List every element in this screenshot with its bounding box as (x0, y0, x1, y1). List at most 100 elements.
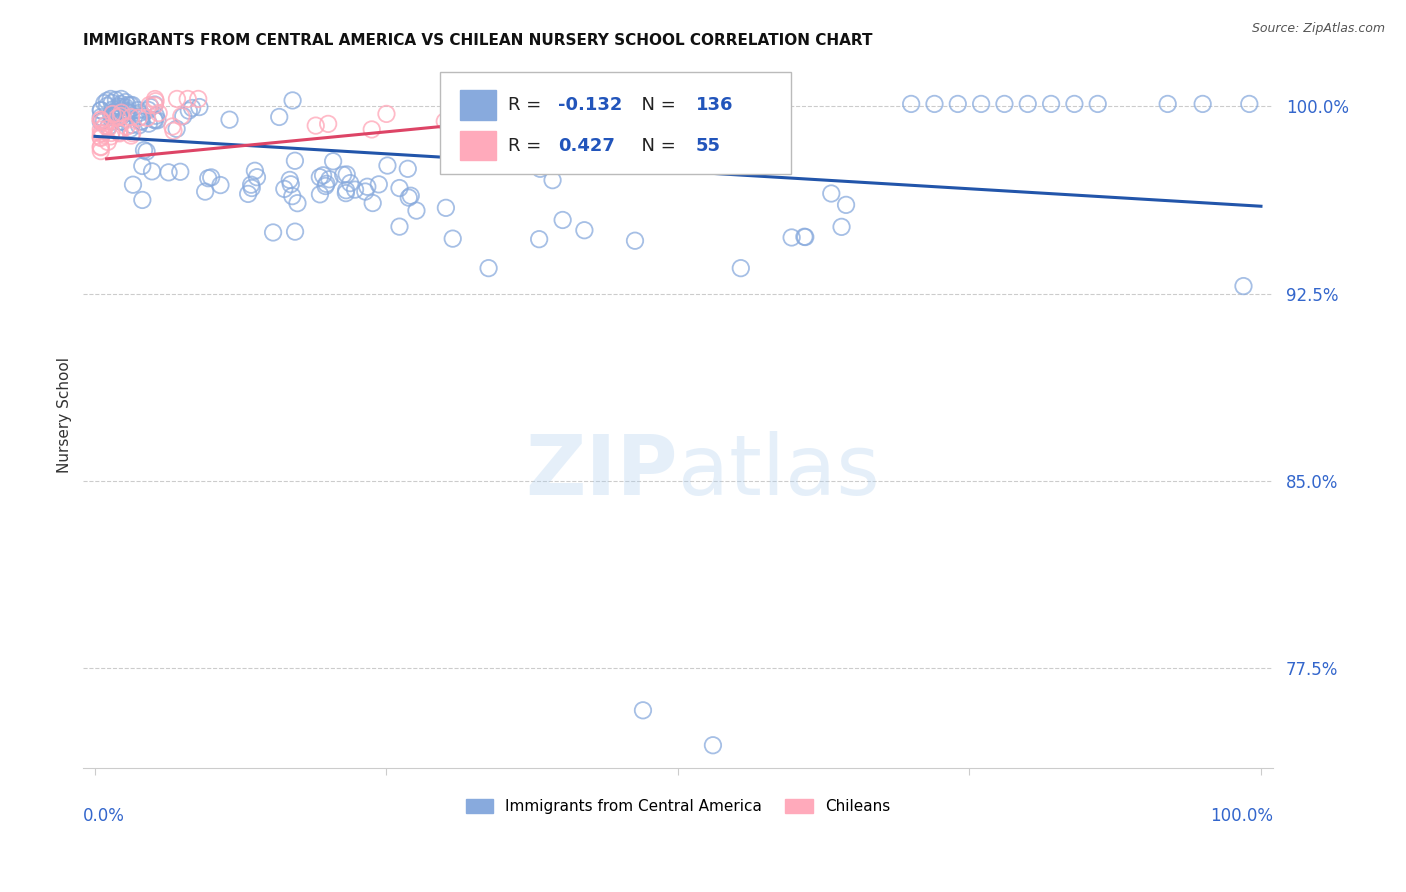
Point (835, 198, 858, 212)
Point (360, 122, 382, 136)
Point (107, 99, 129, 113)
Point (118, 106, 141, 120)
Point (586, 104, 609, 119)
Point (138, 98, 160, 112)
Point (97, 135, 120, 149)
Point (115, 120, 138, 134)
Point (197, 171, 219, 186)
Point (128, 118, 150, 132)
Point (793, 229, 815, 244)
Point (138, 117, 160, 131)
Text: 100.0%: 100.0% (1209, 806, 1272, 824)
Point (484, 107, 506, 121)
Point (120, 98, 142, 112)
Point (690, 97, 713, 112)
Point (170, 109, 193, 123)
Point (209, 178, 232, 192)
Point (121, 126, 143, 140)
Point (90, 115, 112, 129)
Point (434, 201, 457, 215)
Point (1087, 97, 1109, 112)
Point (177, 103, 200, 118)
Point (91, 126, 114, 140)
Point (96, 99, 118, 113)
Point (187, 92, 209, 106)
Point (131, 193, 153, 207)
Point (129, 114, 152, 128)
Point (135, 145, 157, 159)
Point (139, 100, 162, 114)
Bar (460, 131, 496, 161)
Point (136, 103, 159, 117)
Point (101, 103, 124, 117)
Legend: Immigrants from Central America, Chileans: Immigrants from Central America, Chilean… (460, 793, 896, 820)
Point (110, 96, 132, 111)
Point (557, 111, 579, 125)
Point (101, 107, 124, 121)
Text: R =: R = (508, 96, 547, 114)
Point (108, 111, 131, 125)
Point (141, 164, 163, 178)
Text: ZIP: ZIP (526, 431, 678, 512)
Point (162, 124, 184, 138)
Point (145, 94, 167, 108)
Point (322, 154, 344, 169)
Point (335, 186, 357, 201)
Point (388, 219, 411, 234)
Point (107, 102, 129, 116)
Point (1157, 97, 1180, 112)
Point (240, 178, 263, 192)
Point (120, 121, 142, 136)
Point (101, 114, 124, 128)
Point (108, 108, 131, 122)
Text: Source: ZipAtlas.com: Source: ZipAtlas.com (1251, 22, 1385, 36)
Point (305, 119, 328, 133)
Point (993, 97, 1015, 112)
Point (131, 159, 153, 173)
Point (1239, 97, 1261, 112)
Point (399, 188, 422, 202)
Point (243, 163, 266, 178)
Point (115, 104, 138, 119)
Point (794, 230, 817, 244)
Point (218, 112, 240, 127)
Point (475, 99, 498, 113)
Point (631, 102, 654, 116)
Point (398, 191, 420, 205)
Point (100, 126, 122, 140)
Point (273, 182, 295, 196)
Point (108, 126, 131, 140)
Point (924, 97, 946, 112)
Point (145, 109, 167, 123)
Point (1040, 97, 1063, 112)
Point (121, 118, 143, 132)
Text: R =: R = (508, 136, 547, 154)
Point (332, 168, 354, 182)
Point (90, 131, 112, 145)
Point (433, 114, 456, 128)
Point (188, 100, 211, 114)
Point (110, 109, 132, 123)
Point (335, 183, 357, 197)
Point (108, 122, 131, 136)
Point (181, 101, 204, 115)
Point (97, 121, 120, 136)
Point (495, 123, 517, 137)
Point (117, 98, 139, 112)
Point (281, 189, 304, 203)
Point (375, 107, 398, 121)
Point (148, 106, 170, 120)
Point (90, 122, 112, 136)
Point (90, 112, 112, 127)
Text: 0.427: 0.427 (558, 136, 614, 154)
Point (111, 114, 134, 128)
Point (117, 103, 139, 118)
FancyBboxPatch shape (440, 72, 792, 175)
Point (93, 96, 115, 111)
Text: 55: 55 (696, 136, 721, 154)
Point (131, 114, 153, 128)
Point (367, 178, 389, 192)
Point (103, 104, 125, 119)
Point (240, 181, 263, 195)
Point (166, 92, 188, 106)
